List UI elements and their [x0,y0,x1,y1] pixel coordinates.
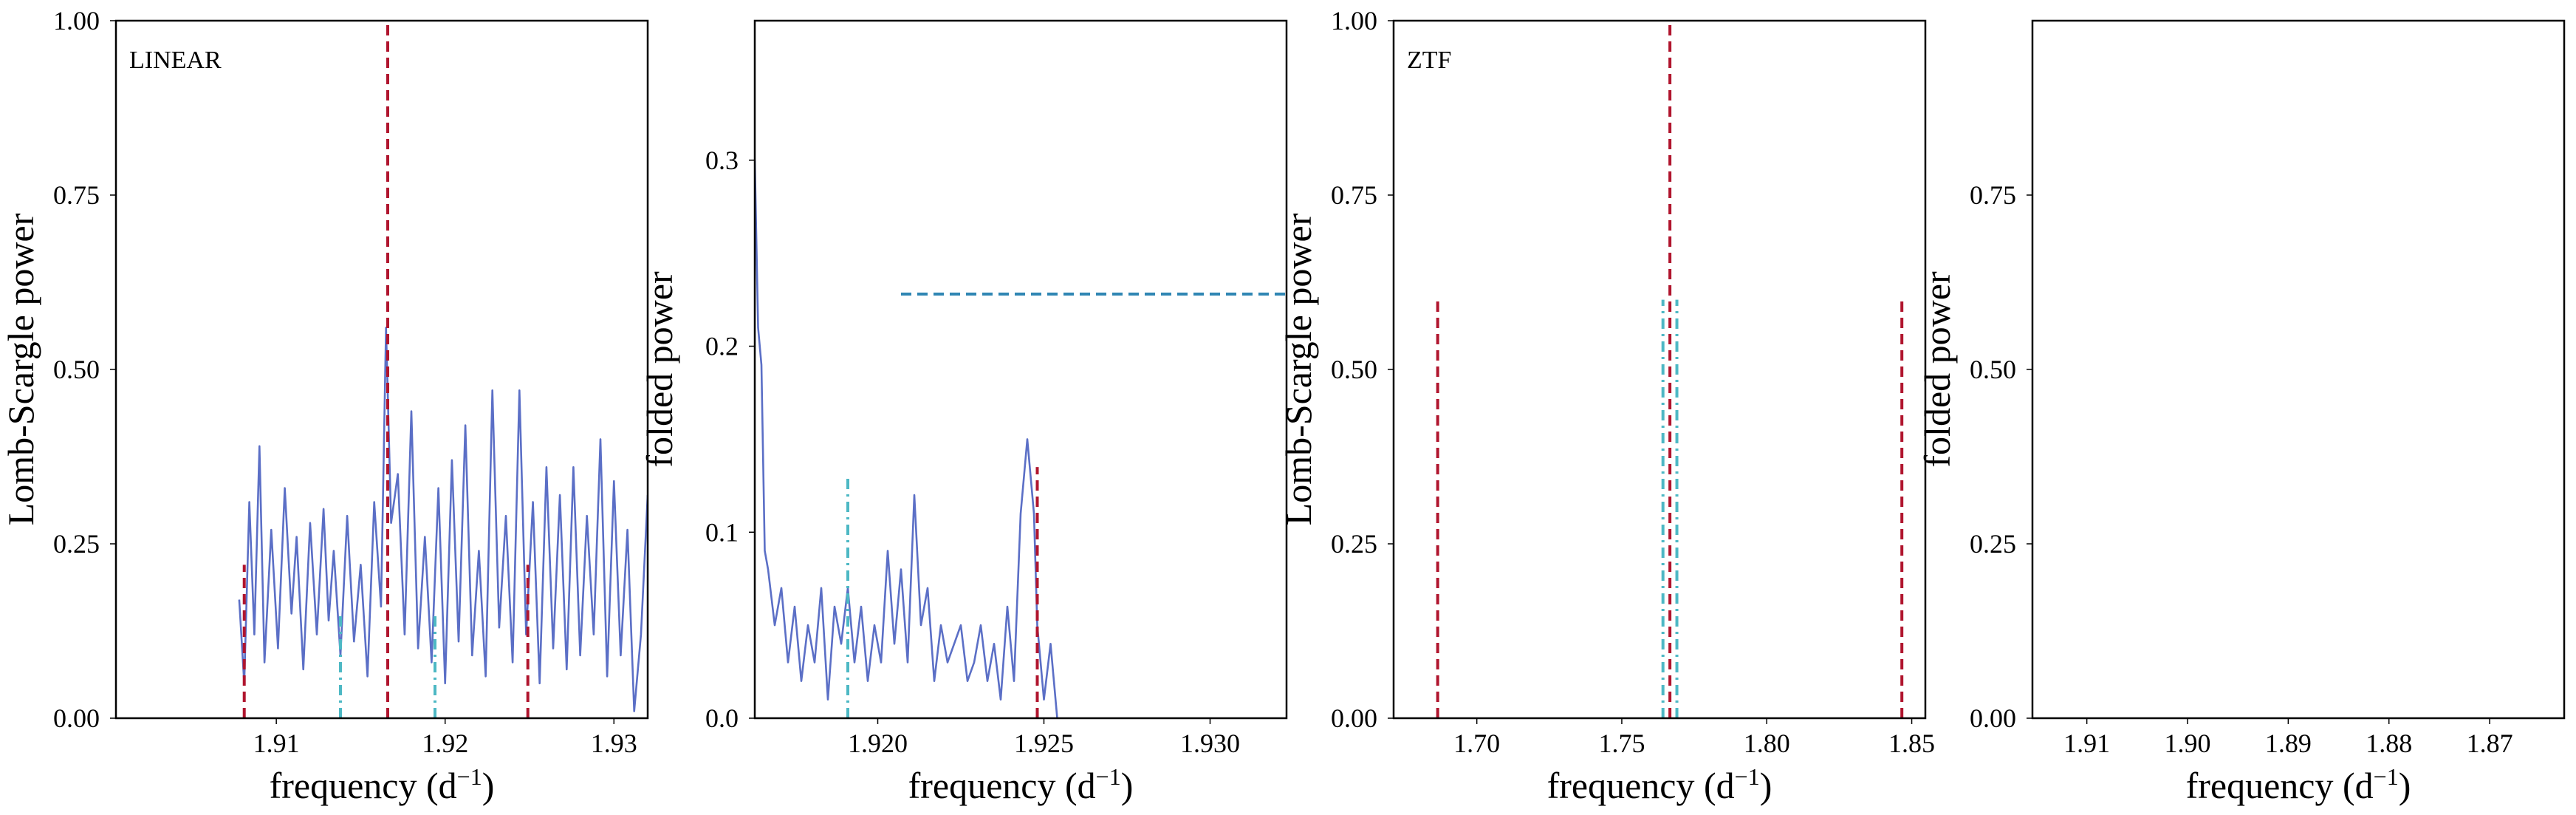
x-axis-label: frequency (d−1) [270,763,495,806]
y-tick-label: 0.3 [705,146,739,175]
y-tick-label: 1.00 [1331,6,1377,35]
power-series-line [755,160,1058,718]
panel-2: 1.920 1.925 1.930 0.0 0.1 0.2 0.3 frequency (d−… [639,19,1288,806]
y-tick-label: 0.00 [1331,703,1377,733]
y-tick-label: 0.0 [705,703,739,733]
y-tick-label: 0.75 [1331,180,1377,210]
panel-1: 1.91 1.92 1.93 0.00 0.25 0.50 0.75 1.00 frequenc… [0,6,649,806]
x-tick-label: 1.75 [1598,729,1645,758]
plot-frame [2031,19,2566,720]
y-tick-label: 0.75 [53,180,100,210]
y-tick-label: 0.25 [1970,529,2016,559]
y-tick-label: 0.25 [1331,529,1377,559]
x-tick-label: 1.80 [1744,729,1790,758]
plot-frame [1392,19,1927,720]
y-tick-label: 1.00 [53,6,100,35]
plot-frame [753,19,1288,720]
y-tick-label: 0.2 [705,332,739,361]
x-tick-label: 1.85 [1888,729,1935,758]
x-tick-label: 1.930 [1180,729,1240,758]
x-tick-label: 1.91 [253,729,300,758]
x-tick-label: 1.920 [848,729,908,758]
x-tick-label: 1.87 [2467,729,2513,758]
y-axis-label: folded power [1916,271,1958,468]
y-tick-label: 0.50 [1331,355,1377,384]
panel-4: 1.91 1.90 1.89 1.88 1.87 0.00 0.25 0.50 0.75 freq… [1916,19,2566,806]
y-axis-label: Lomb-Scargle power [1278,213,1319,525]
x-axis-label: frequency (d−1) [1547,763,1772,806]
y-tick-label: 0.50 [53,355,100,384]
y-tick-label: 0.1 [705,517,739,547]
x-tick-label: 1.92 [422,729,468,758]
x-tick-label: 1.89 [2265,729,2312,758]
x-tick-label: 1.90 [2165,729,2211,758]
y-tick-label: 0.00 [1970,703,2016,733]
x-axis-label: frequency (d−1) [908,763,1134,806]
x-tick-label: 1.88 [2366,729,2412,758]
x-tick-label: 1.70 [1453,729,1500,758]
panel-survey-label: ZTF [1407,47,1451,74]
y-axis-label: Lomb-Scargle power [0,213,41,525]
x-tick-label: 1.91 [2063,729,2110,758]
x-tick-label: 1.925 [1014,729,1074,758]
x-tick-label: 1.93 [591,729,637,758]
y-tick-label: 0.25 [53,529,100,559]
y-tick-label: 0.00 [53,703,100,733]
panel-3: 1.70 1.75 1.80 1.85 0.00 0.25 0.50 0.75 1.00 freq… [1278,6,1935,806]
panel-survey-label: LINEAR [129,47,222,74]
y-axis-label: folded power [639,271,680,468]
x-axis-label: frequency (d−1) [2186,763,2411,806]
power-series-line [238,327,648,712]
y-tick-label: 0.75 [1970,180,2016,210]
y-tick-label: 0.50 [1970,355,2016,384]
